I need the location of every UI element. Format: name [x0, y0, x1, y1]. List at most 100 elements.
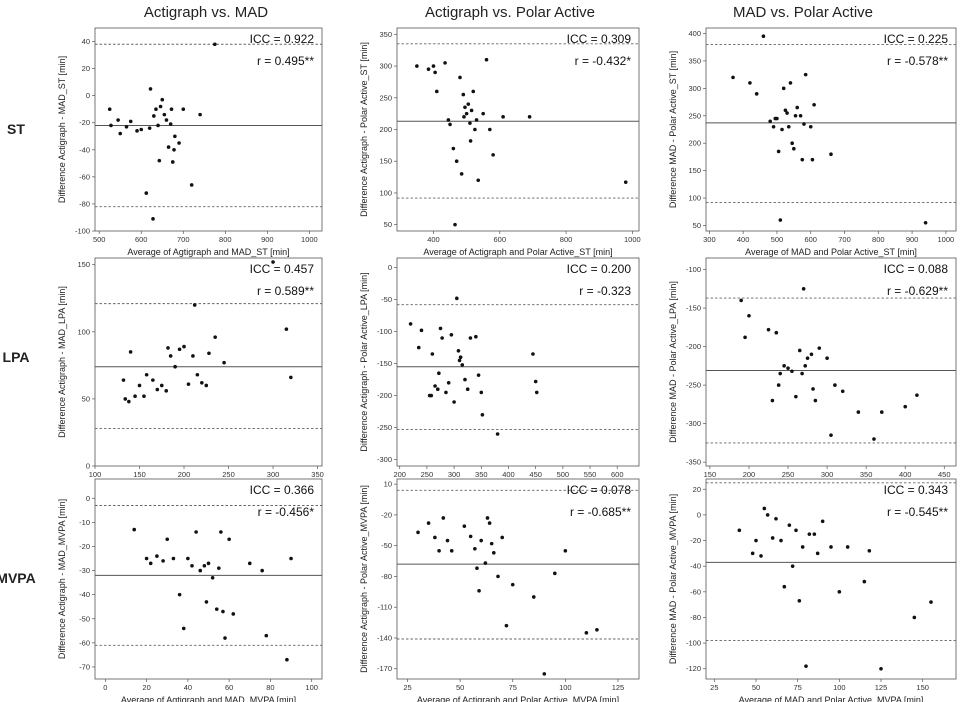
data-point — [440, 336, 444, 340]
data-point — [768, 119, 772, 124]
data-point — [458, 75, 462, 80]
data-point — [444, 390, 448, 395]
data-point — [879, 666, 883, 671]
data-point — [471, 89, 476, 94]
chart-panel-4: 100150200250300350050100150Average of Ag… — [57, 257, 324, 492]
y-axis-label: Difference Actigraph - MAD_LPA [min] — [57, 286, 67, 438]
chart-grid: 500 600 700 800 900 1000-100-80-60-40-2002040… — [57, 27, 957, 702]
y-tick-label: 300 — [688, 84, 701, 93]
data-point — [747, 313, 751, 318]
y-tick-label: 0 — [86, 494, 90, 503]
data-point — [805, 356, 810, 360]
data-point — [778, 218, 783, 222]
data-point — [491, 153, 495, 157]
data-point — [214, 607, 219, 611]
data-point — [792, 146, 796, 151]
x-tick-label: 300 — [703, 235, 716, 244]
data-point — [778, 371, 783, 376]
data-point — [776, 149, 781, 154]
data-point — [915, 393, 919, 397]
data-point — [445, 538, 450, 543]
data-point — [465, 387, 470, 392]
data-point — [433, 535, 437, 540]
icc-annotation: ICC = 0.225 — [884, 32, 949, 46]
x-tick-label: 150 — [133, 470, 146, 479]
x-tick-label: 450 — [529, 470, 542, 479]
data-point — [430, 352, 435, 356]
data-point — [829, 152, 833, 156]
data-point — [419, 328, 424, 333]
data-point — [481, 111, 485, 116]
data-point — [759, 554, 763, 558]
data-point — [155, 554, 159, 558]
data-point — [139, 127, 144, 132]
data-point — [783, 108, 788, 113]
x-tick-label: 350 — [860, 470, 873, 479]
x-axis-label: Average of MAD and Polar Active_MVPA [mi… — [739, 695, 924, 702]
data-point — [415, 64, 419, 68]
x-tick-label: 700 — [177, 235, 190, 244]
y-axis-label: Difference MAD - Polar Active_LPA [min] — [668, 281, 678, 443]
data-point — [790, 564, 795, 568]
y-tick-label: -40 — [79, 590, 90, 599]
y-tick-label: 150 — [77, 260, 90, 269]
data-point — [790, 141, 794, 146]
data-point — [754, 538, 758, 543]
data-point — [433, 70, 437, 75]
y-tick-label: -60 — [79, 638, 90, 647]
correlation-annotation: r = -0.629** — [887, 284, 948, 298]
data-point — [786, 366, 790, 370]
chart-panel-3: 300 400 500 600 700 800 900 1000 50 100 150 200 250 3… — [668, 27, 957, 257]
data-point — [808, 124, 813, 129]
data-point — [750, 551, 755, 556]
row-label-lpa: LPA — [3, 349, 30, 365]
data-point — [479, 538, 483, 543]
data-point — [458, 355, 463, 360]
data-point — [284, 327, 289, 331]
data-point — [531, 352, 535, 356]
y-axis-label: Difference Actigraph - Polar Active_MVPA… — [359, 485, 369, 673]
data-point — [457, 358, 462, 363]
data-point — [810, 157, 815, 162]
data-point — [459, 172, 464, 176]
data-point — [195, 372, 200, 377]
data-point — [142, 394, 146, 399]
x-tick-label: 75 — [793, 683, 801, 692]
data-point — [204, 383, 209, 388]
data-point — [770, 398, 775, 403]
icc-annotation: ICC = 0.366 — [250, 483, 315, 497]
y-tick-label: 250 — [379, 93, 392, 102]
data-point — [164, 118, 169, 122]
y-tick-label: -350 — [686, 458, 701, 467]
x-tick-label: 40 — [184, 683, 192, 692]
data-point — [762, 506, 767, 511]
data-point — [170, 160, 175, 164]
x-tick-label: 700 — [838, 235, 851, 244]
data-point — [173, 134, 177, 139]
correlation-annotation: r = -0.578** — [887, 54, 948, 68]
data-point — [177, 592, 182, 597]
y-tick-label: -200 — [686, 342, 701, 351]
data-point — [408, 322, 413, 326]
data-point — [152, 114, 156, 118]
x-tick-label: 400 — [427, 235, 440, 244]
data-point — [856, 410, 861, 414]
correlation-annotation: r = -0.432* — [575, 54, 632, 68]
y-tick-label: 150 — [688, 166, 701, 175]
data-point — [429, 393, 434, 398]
data-point — [221, 609, 225, 614]
data-point — [754, 92, 759, 96]
y-axis-label: Difference Actigraph - MAD_ST [min] — [57, 56, 67, 203]
x-tick-label: 400 — [737, 235, 750, 244]
data-point — [123, 397, 128, 401]
data-point — [775, 116, 779, 121]
data-point — [191, 354, 195, 358]
y-tick-label: 400 — [688, 29, 701, 38]
data-point — [186, 556, 190, 561]
plot-frame — [705, 27, 957, 232]
data-point — [468, 121, 472, 125]
data-point — [473, 127, 477, 132]
data-point — [476, 178, 481, 183]
data-point — [454, 159, 459, 164]
